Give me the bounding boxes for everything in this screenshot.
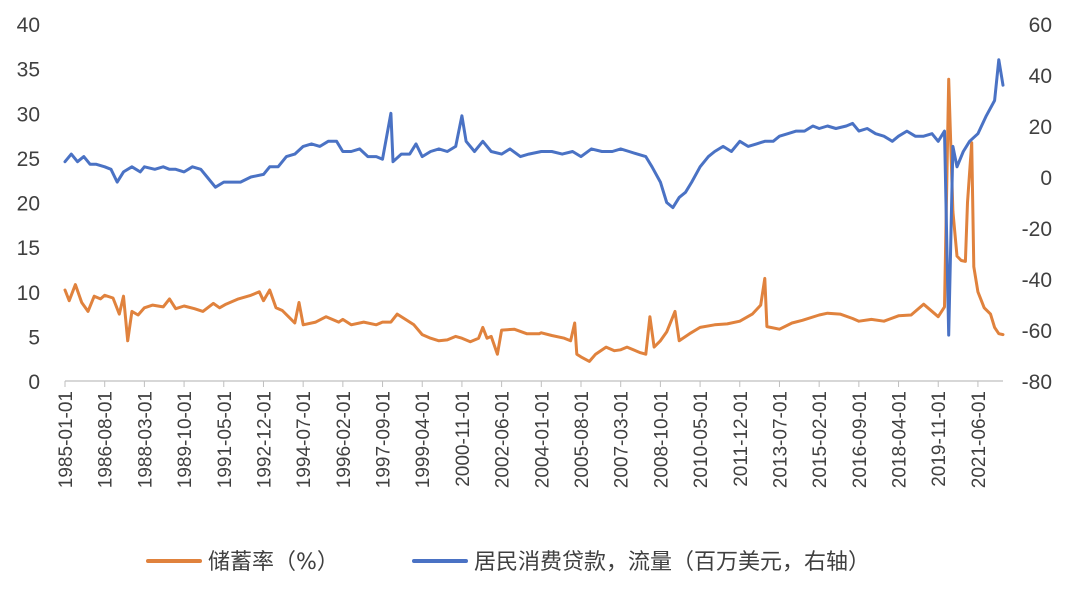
y-right-tick-label: 60 xyxy=(1029,14,1052,37)
y-left-tick-label: 5 xyxy=(28,326,40,349)
y-left-tick-label: 15 xyxy=(17,237,40,260)
x-tick-label: 1997-09-01 xyxy=(374,391,395,488)
x-tick-label: 2000-11-01 xyxy=(453,391,474,487)
x-tick-label: 2019-11-01 xyxy=(929,391,950,487)
y-right-tick-label: 0 xyxy=(1040,167,1052,190)
x-tick-label: 1992-12-01 xyxy=(254,391,275,488)
axes: 0 5 10 15 20 25 30 35 40 -80 -60 -40 -20 0 20 40 60 1985-… xyxy=(17,14,1052,488)
y-left-tick-label: 30 xyxy=(17,103,40,126)
x-tick-label: 1991-05-01 xyxy=(215,391,236,488)
x-tick-label: 2008-10-01 xyxy=(651,391,672,488)
x-tick-label: 2005-08-01 xyxy=(572,391,593,488)
series-line-savings-rate xyxy=(63,77,1005,363)
series-lines xyxy=(63,58,1005,363)
x-tick-label: 2015-02-01 xyxy=(810,391,831,488)
x-tick-label: 1988-03-01 xyxy=(135,391,156,488)
y-right-tick-label: 40 xyxy=(1029,65,1052,88)
y-left-tick-label: 25 xyxy=(17,148,40,171)
x-tick-label: 2010-05-01 xyxy=(691,391,712,488)
y-right-tick-label: -20 xyxy=(1022,218,1052,241)
x-tick-label: 2018-04-01 xyxy=(890,391,911,488)
y-right-tick-label: 20 xyxy=(1029,116,1052,139)
x-tick-label: 1985-01-01 xyxy=(56,391,77,488)
y-right-tick-label: -60 xyxy=(1022,320,1052,343)
y-left-tick-label: 0 xyxy=(28,371,40,394)
legend-label-savings-rate: 储蓄率（%） xyxy=(208,550,339,575)
x-tick-label: 2013-07-01 xyxy=(770,391,791,488)
x-tick-label: 2021-06-01 xyxy=(969,391,990,488)
y-left-tick-label: 40 xyxy=(17,14,40,37)
x-tick-label: 2004-01-01 xyxy=(532,391,553,488)
legend: 储蓄率（%） 居民消费贷款，流量（百万美元，右轴） xyxy=(146,550,870,575)
y-right-tick-label: -80 xyxy=(1022,371,1052,394)
x-tick-label: 2016-09-01 xyxy=(850,391,871,488)
x-tick-label: 2007-03-01 xyxy=(612,391,633,488)
y-right-tick-label: -40 xyxy=(1022,269,1052,292)
x-tick-label: 1999-04-01 xyxy=(413,391,434,488)
x-tick-label: 1996-02-01 xyxy=(334,391,355,488)
legend-label-consumer-loans: 居民消费贷款，流量（百万美元，右轴） xyxy=(474,550,870,575)
y-left-tick-label: 20 xyxy=(17,193,40,216)
x-tick-label: 2002-06-01 xyxy=(493,391,514,488)
x-tick-label: 1986-08-01 xyxy=(96,391,117,488)
x-tick-label: 2011-12-01 xyxy=(731,391,752,487)
y-left-tick-label: 10 xyxy=(17,282,40,305)
series-line-consumer-loans xyxy=(63,58,1005,337)
y-left-tick-label: 35 xyxy=(17,59,40,82)
x-tick-label: 1994-07-01 xyxy=(294,391,315,488)
x-tick-label: 1989-10-01 xyxy=(175,391,196,488)
